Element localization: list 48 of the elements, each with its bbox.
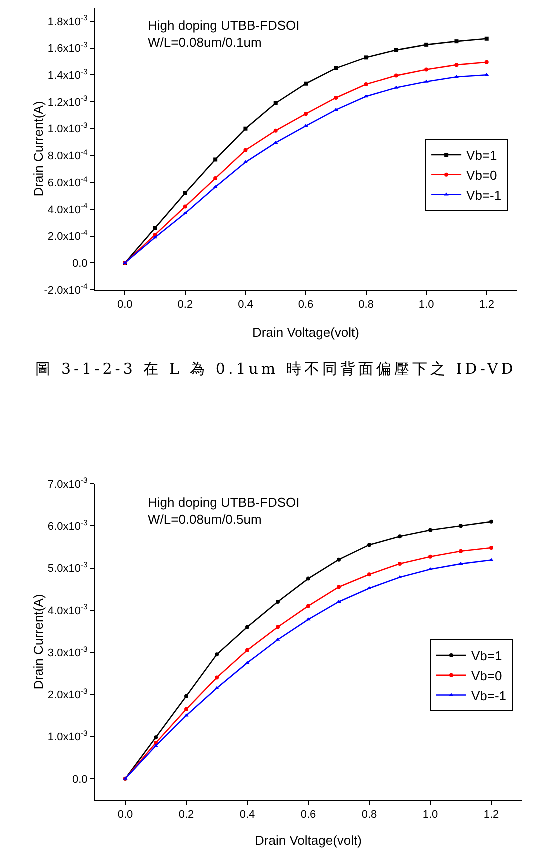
y-tick-label: 1.4x10$^{-3}$	[48, 67, 88, 82]
annotation: W/L=0.08um/0.1um	[148, 34, 262, 50]
x-tick-label: 0.8	[362, 809, 378, 822]
y-tick-label: 1.8x10$^{-3}$	[48, 14, 88, 28]
annotation: W/L=0.08um/0.5um	[148, 512, 262, 527]
x-tick-label: 0.2	[178, 809, 194, 822]
x-tick-label: 0.0	[118, 809, 134, 822]
x-tick-label: 1.0	[422, 809, 438, 822]
y-axis-title: Drain Current(A)	[30, 101, 46, 197]
legend-label: Vb=1	[466, 148, 498, 164]
x-tick-label: 0.6	[300, 809, 316, 822]
x-tick-label: 0.4	[240, 809, 256, 822]
legend-label: Vb=1	[471, 648, 502, 664]
legend-label: Vb=-1	[466, 188, 502, 203]
annotation: High doping UTBB-FDSOI	[148, 495, 300, 510]
x-tick-label: 0.8	[358, 299, 374, 312]
legend-label: Vb=0	[471, 668, 502, 684]
y-tick-label: 2.0x10$^{-4}$	[48, 228, 89, 244]
legend-label: Vb=0	[466, 168, 498, 183]
y-tick-label: 0.0	[72, 774, 88, 786]
x-tick-label: 1.0	[418, 299, 434, 312]
y-tick-label: 1.0x10$^{-3}$	[48, 121, 88, 136]
y-tick-label: 1.2x10$^{-3}$	[48, 94, 88, 109]
x-tick-label: 0.4	[238, 299, 254, 312]
x-tick-label: 1.2	[479, 299, 495, 312]
y-tick-label: 1.6x10$^{-3}$	[48, 40, 88, 56]
x-tick-label: 1.2	[484, 809, 500, 822]
y-tick-label: 8.0x10$^{-4}$	[48, 148, 89, 163]
x-tick-label: 0.2	[178, 299, 194, 312]
x-axis-title: Drain Voltage(volt)	[255, 833, 362, 848]
y-axis-title: Drain Current(A)	[30, 594, 46, 690]
y-tick-label: 2.0x10$^{-3}$	[48, 686, 88, 702]
annotation: High doping UTBB-FDSOI	[148, 18, 300, 33]
y-tick-label: 4.0x10$^{-3}$	[48, 602, 88, 618]
caption: 圖 3-1-2-3 在 L 為 0.1um 時不同背面偏壓下之 ID-VD	[34, 360, 518, 379]
legend-label: Vb=-1	[471, 688, 507, 704]
y-tick-label: 3.0x10$^{-3}$	[48, 644, 88, 660]
y-tick-label: -2.0x10$^{-4}$	[44, 282, 89, 297]
y-tick-label: 0.0	[72, 258, 88, 270]
y-tick-label: 5.0x10$^{-3}$	[48, 560, 88, 576]
y-tick-label: 6.0x10$^{-3}$	[48, 518, 88, 533]
y-tick-label: 4.0x10$^{-4}$	[48, 202, 89, 216]
x-tick-label: 0.6	[298, 299, 314, 312]
y-tick-label: 1.0x10$^{-3}$	[48, 729, 88, 744]
x-axis-title: Drain Voltage(volt)	[252, 325, 360, 340]
y-tick-label: 7.0x10$^{-3}$	[48, 476, 88, 491]
y-tick-label: 6.0x10$^{-4}$	[48, 174, 89, 190]
x-tick-label: 0.0	[117, 299, 133, 312]
